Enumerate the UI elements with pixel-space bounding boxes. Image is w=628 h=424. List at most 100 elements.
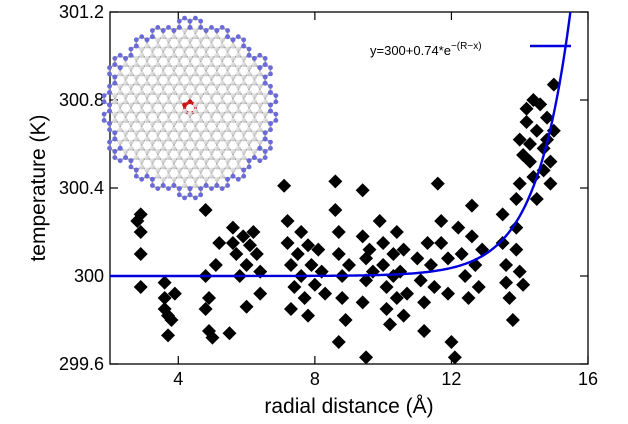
lattice-atom <box>128 46 134 52</box>
lattice-atom <box>160 108 166 114</box>
lattice-atom <box>193 121 198 126</box>
lattice-atom <box>230 99 236 105</box>
lattice-atom <box>182 183 188 188</box>
y-tick-label-0: 299.6 <box>59 354 104 374</box>
lattice-atom <box>155 99 161 105</box>
data-point-76 <box>389 225 404 239</box>
lattice-atom <box>176 62 182 67</box>
lattice-atom <box>257 127 263 133</box>
lattice-atom <box>193 176 198 182</box>
lattice-atom <box>209 25 214 30</box>
lattice-atom <box>225 108 231 114</box>
data-point-3 <box>133 280 148 294</box>
lattice-atom <box>144 80 150 86</box>
data-point-73 <box>386 247 401 261</box>
lattice-atom <box>219 62 225 67</box>
lattice-atom <box>128 139 134 145</box>
lattice-atom <box>235 90 241 95</box>
lattice-atom <box>187 173 193 179</box>
lattice-atom <box>123 149 128 154</box>
lattice-atom <box>166 93 171 98</box>
lattice-atom <box>171 90 177 95</box>
lattice-atom <box>246 127 252 133</box>
lattice-atom <box>230 136 236 142</box>
lattice-atom <box>193 90 198 95</box>
lattice-atom <box>230 118 236 123</box>
lattice-atom <box>112 149 118 154</box>
lattice-atom <box>193 52 198 58</box>
lattice-atom <box>257 83 263 89</box>
lattice-atom <box>123 80 128 86</box>
lattice-atom <box>246 139 252 145</box>
lattice-atom <box>150 108 155 114</box>
lattice-atom <box>144 118 150 123</box>
lattice-atom <box>171 121 177 126</box>
lattice-atom <box>139 83 145 89</box>
lattice-atom <box>252 155 257 161</box>
data-point-23 <box>229 247 244 261</box>
data-point-14 <box>202 291 217 305</box>
data-point-111 <box>509 242 524 257</box>
lattice-atom <box>160 90 166 95</box>
lattice-atom <box>209 37 214 43</box>
y-tick-label-2: 300.4 <box>59 178 104 198</box>
lattice-atom <box>203 28 209 33</box>
lattice-atom <box>230 80 236 86</box>
lattice-atom <box>246 52 252 58</box>
lattice-atom <box>117 127 123 133</box>
data-point-93 <box>444 335 459 349</box>
lattice-atom <box>246 65 252 71</box>
lattice-atom <box>176 167 182 173</box>
lattice-atom <box>268 108 273 114</box>
lattice-atom <box>257 158 263 164</box>
lattice-atom <box>235 34 241 40</box>
data-point-72 <box>382 317 397 332</box>
data-point-34 <box>280 214 295 228</box>
lattice-atom <box>246 121 252 126</box>
lattice-atom <box>219 173 225 179</box>
lattice-atom <box>171 108 177 114</box>
lattice-atom <box>252 74 257 80</box>
data-point-78 <box>396 242 411 257</box>
lattice-atom <box>107 102 112 108</box>
data-point-92 <box>441 286 456 301</box>
graphene-flake-inset <box>101 15 279 201</box>
lattice-atom <box>166 111 171 117</box>
lattice-atom <box>203 108 209 114</box>
lattice-atom <box>128 127 134 133</box>
lattice-atom <box>230 93 236 98</box>
lattice-atom <box>150 28 155 33</box>
data-point-133 <box>529 192 544 206</box>
lattice-atom <box>150 158 155 164</box>
data-point-100 <box>464 229 479 244</box>
lattice-atom <box>182 127 188 133</box>
lattice-atom <box>241 80 247 86</box>
data-point-127 <box>540 110 555 125</box>
lattice-atom <box>252 118 257 123</box>
lattice-atom <box>235 139 241 145</box>
lattice-atom <box>219 149 225 154</box>
lattice-atom <box>209 149 214 154</box>
lattice-atom <box>182 176 188 182</box>
data-point-103 <box>475 242 490 257</box>
lattice-atom <box>176 37 182 43</box>
lattice-atom <box>230 62 236 67</box>
lattice-atom <box>241 149 247 154</box>
lattice-atom <box>262 62 268 67</box>
lattice-atom <box>257 102 263 108</box>
lattice-atom <box>193 183 198 188</box>
y-tick-label-1: 300 <box>74 266 104 286</box>
lattice-atom <box>123 155 128 161</box>
lattice-atom <box>160 65 166 71</box>
lattice-atom <box>241 155 247 161</box>
data-point-102 <box>471 280 486 294</box>
lattice-atom <box>133 173 139 179</box>
lattice-atom <box>139 145 145 151</box>
data-point-134 <box>526 93 541 107</box>
lattice-atom <box>133 93 139 98</box>
lattice-atom <box>230 56 236 61</box>
lattice-atom <box>182 28 188 33</box>
lattice-atom <box>193 102 198 108</box>
lattice-atom <box>187 62 193 67</box>
lattice-atom <box>252 80 257 86</box>
